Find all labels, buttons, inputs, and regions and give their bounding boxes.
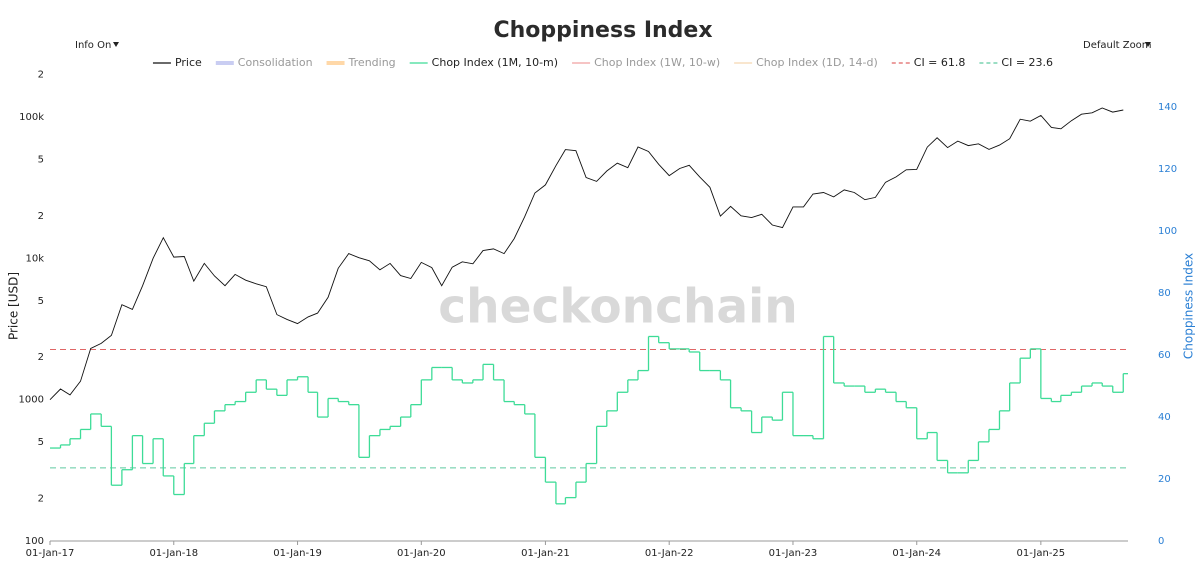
legend-label: Chop Index (1M, 10-m): [432, 56, 558, 69]
price-line: [49, 107, 1124, 401]
x-tick-label: 01-Jan-21: [521, 548, 570, 559]
dropdown-arrow: [1145, 42, 1151, 47]
y-tick-label: 1000: [19, 395, 44, 406]
y2-tick-label: 20: [1158, 474, 1171, 485]
x-tick-label: 01-Jan-18: [149, 548, 198, 559]
legend-label: Price: [175, 56, 202, 69]
y-tick-label: 2: [38, 69, 44, 80]
legend-label: Chop Index (1D, 14-d): [756, 56, 878, 69]
legend-label: Trending: [348, 56, 396, 69]
y2-tick-label: 140: [1158, 102, 1177, 113]
x-tick-label: 01-Jan-23: [769, 548, 818, 559]
x-tick-label: 01-Jan-24: [892, 548, 941, 559]
y-tick-label: 5: [38, 155, 44, 166]
legend-label: Consolidation: [238, 56, 313, 69]
x-tick-label: 01-Jan-17: [26, 548, 75, 559]
y-tick-label: 10k: [25, 253, 44, 264]
x-tick-label: 01-Jan-19: [273, 548, 322, 559]
legend-label: Chop Index (1W, 10-w): [594, 56, 720, 69]
y-tick-label: 2: [38, 211, 44, 222]
x-tick-label: 01-Jan-22: [645, 548, 694, 559]
watermark: checkonchain: [438, 280, 797, 335]
dropdown-arrow: [113, 42, 119, 47]
chart-title: Choppiness Index: [493, 18, 712, 43]
y2-tick-label: 100: [1158, 226, 1177, 237]
y-tick-label: 5: [38, 296, 44, 307]
zoom-select[interactable]: Default Zoom: [1083, 40, 1152, 51]
y-tick-label: 100: [25, 536, 44, 547]
x-tick-label: 01-Jan-25: [1017, 548, 1066, 559]
y2-tick-label: 80: [1158, 288, 1171, 299]
y2-tick-label: 40: [1158, 412, 1171, 423]
y2-tick-label: 120: [1158, 164, 1177, 175]
legend-label: CI = 61.8: [914, 56, 966, 69]
x-tick-label: 01-Jan-20: [397, 548, 446, 559]
y2-tick-label: 60: [1158, 350, 1171, 361]
y2-axis-title: Choppiness Index: [1182, 253, 1196, 359]
y-tick-label: 2: [38, 493, 44, 504]
y-tick-label: 5: [38, 437, 44, 448]
y-axis-title: Price [USD]: [7, 272, 21, 340]
y-tick-label: 100k: [19, 112, 44, 123]
y-tick-label: 2: [38, 352, 44, 363]
legend-label: CI = 23.6: [1001, 56, 1053, 69]
info-toggle[interactable]: Info On: [75, 40, 111, 51]
y2-tick-label: 0: [1158, 536, 1164, 547]
